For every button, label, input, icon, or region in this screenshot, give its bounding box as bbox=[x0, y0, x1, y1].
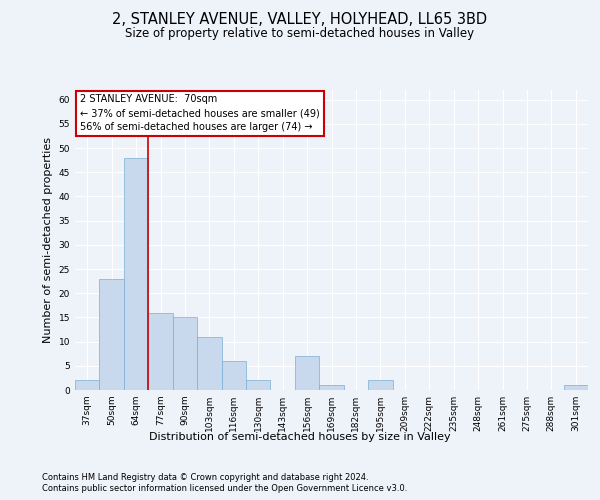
Bar bbox=[173, 318, 197, 390]
Text: 2 STANLEY AVENUE:  70sqm
← 37% of semi-detached houses are smaller (49)
56% of s: 2 STANLEY AVENUE: 70sqm ← 37% of semi-de… bbox=[80, 94, 320, 132]
Bar bbox=[368, 380, 392, 390]
Bar bbox=[148, 312, 173, 390]
Bar bbox=[221, 361, 246, 390]
Bar bbox=[75, 380, 100, 390]
Bar bbox=[124, 158, 148, 390]
Text: Distribution of semi-detached houses by size in Valley: Distribution of semi-detached houses by … bbox=[149, 432, 451, 442]
Bar bbox=[100, 278, 124, 390]
Text: Contains HM Land Registry data © Crown copyright and database right 2024.: Contains HM Land Registry data © Crown c… bbox=[42, 472, 368, 482]
Bar bbox=[563, 385, 588, 390]
Text: 2, STANLEY AVENUE, VALLEY, HOLYHEAD, LL65 3BD: 2, STANLEY AVENUE, VALLEY, HOLYHEAD, LL6… bbox=[112, 12, 488, 28]
Text: Contains public sector information licensed under the Open Government Licence v3: Contains public sector information licen… bbox=[42, 484, 407, 493]
Bar bbox=[246, 380, 271, 390]
Text: Size of property relative to semi-detached houses in Valley: Size of property relative to semi-detach… bbox=[125, 28, 475, 40]
Y-axis label: Number of semi-detached properties: Number of semi-detached properties bbox=[43, 137, 53, 343]
Bar bbox=[197, 337, 221, 390]
Bar bbox=[319, 385, 344, 390]
Bar bbox=[295, 356, 319, 390]
